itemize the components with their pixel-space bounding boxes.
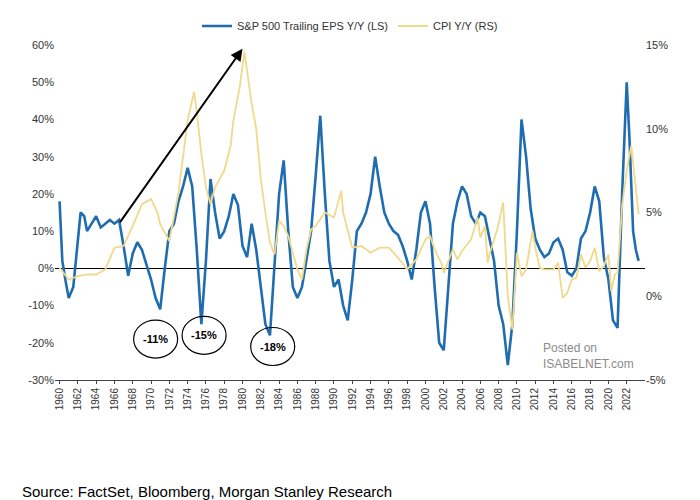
svg-text:1996: 1996 <box>383 388 394 411</box>
svg-text:1980: 1980 <box>237 388 248 411</box>
svg-text:1992: 1992 <box>347 388 358 411</box>
svg-text:2002: 2002 <box>438 388 449 411</box>
svg-text:5%: 5% <box>646 206 662 218</box>
svg-text:1998: 1998 <box>401 388 412 411</box>
svg-text:-15%: -15% <box>191 329 217 341</box>
svg-text:40%: 40% <box>32 113 54 125</box>
svg-text:15%: 15% <box>646 39 668 51</box>
svg-text:2012: 2012 <box>529 388 540 411</box>
svg-text:50%: 50% <box>32 76 54 88</box>
svg-text:0%: 0% <box>38 262 54 274</box>
svg-text:2020: 2020 <box>603 388 614 411</box>
svg-text:1994: 1994 <box>365 388 376 411</box>
svg-text:-30%: -30% <box>28 374 54 386</box>
svg-text:1962: 1962 <box>72 388 83 411</box>
svg-text:1990: 1990 <box>328 388 339 411</box>
svg-text:2004: 2004 <box>456 388 467 411</box>
svg-text:10%: 10% <box>32 225 54 237</box>
svg-text:1970: 1970 <box>145 388 156 411</box>
svg-text:-20%: -20% <box>28 337 54 349</box>
svg-text:-18%: -18% <box>260 341 286 353</box>
svg-text:-10%: -10% <box>28 299 54 311</box>
svg-text:2014: 2014 <box>548 388 559 411</box>
svg-text:60%: 60% <box>32 39 54 51</box>
svg-text:-11%: -11% <box>143 333 168 345</box>
svg-text:2022: 2022 <box>621 388 632 411</box>
svg-text:2008: 2008 <box>493 388 504 411</box>
svg-text:1982: 1982 <box>255 388 266 411</box>
svg-text:1976: 1976 <box>200 388 211 411</box>
svg-text:0%: 0% <box>646 290 662 302</box>
svg-text:2000: 2000 <box>420 388 431 411</box>
svg-text:10%: 10% <box>646 123 668 135</box>
svg-text:1968: 1968 <box>127 388 138 411</box>
svg-text:30%: 30% <box>32 151 54 163</box>
svg-text:1966: 1966 <box>109 388 120 411</box>
svg-text:1964: 1964 <box>90 388 101 411</box>
svg-text:S&P 500 Trailing EPS Y/Y (LS): S&P 500 Trailing EPS Y/Y (LS) <box>237 20 388 32</box>
svg-text:1974: 1974 <box>182 388 193 411</box>
svg-text:1978: 1978 <box>218 388 229 411</box>
svg-text:20%: 20% <box>32 188 54 200</box>
svg-text:1960: 1960 <box>54 388 65 411</box>
svg-text:1986: 1986 <box>292 388 303 411</box>
svg-text:2016: 2016 <box>566 388 577 411</box>
svg-text:1988: 1988 <box>310 388 321 411</box>
svg-text:2010: 2010 <box>511 388 522 411</box>
svg-text:-5%: -5% <box>646 374 666 386</box>
svg-text:Posted onISABELNET.com: Posted onISABELNET.com <box>543 341 634 371</box>
svg-text:2006: 2006 <box>475 388 486 411</box>
svg-text:Source: FactSet, Bloomberg, Mo: Source: FactSet, Bloomberg, Morgan Stanl… <box>22 483 392 500</box>
svg-text:CPI Y/Y (RS): CPI Y/Y (RS) <box>433 20 497 32</box>
svg-text:1972: 1972 <box>164 388 175 411</box>
svg-text:1984: 1984 <box>273 388 284 411</box>
svg-text:2018: 2018 <box>584 388 595 411</box>
